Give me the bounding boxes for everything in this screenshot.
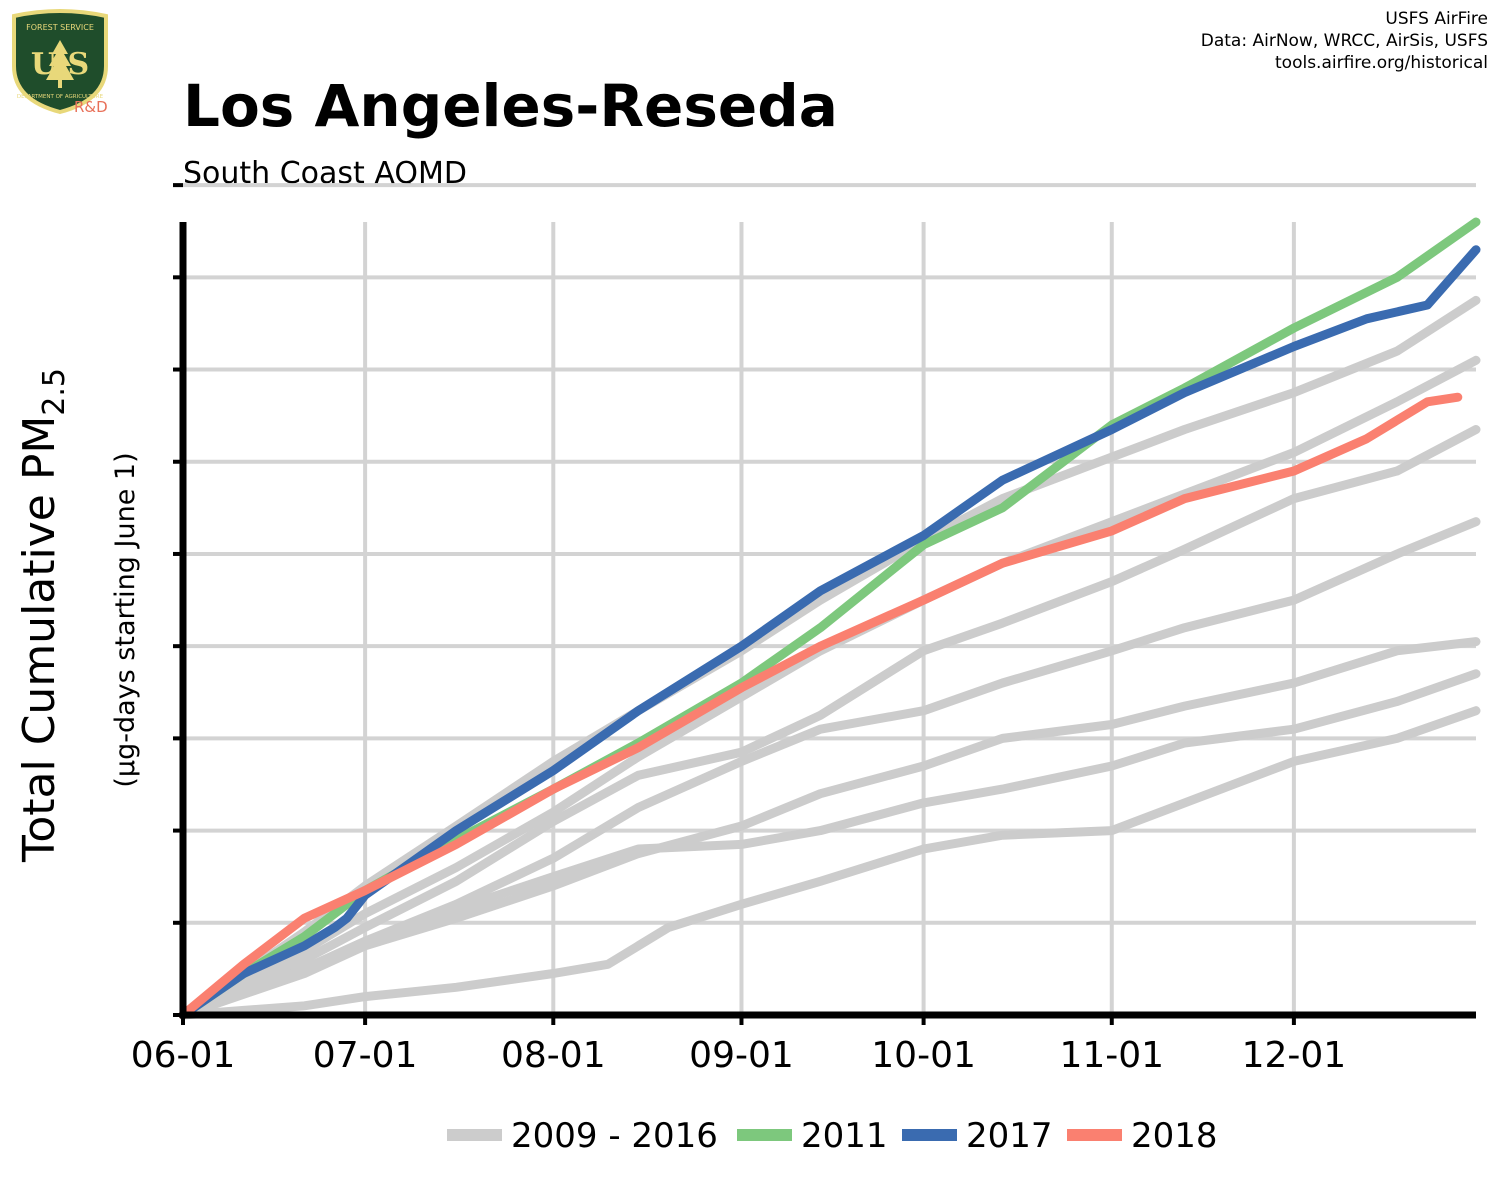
x-tick-label: 06-01 [131, 1035, 236, 1076]
series-line-2009-2016 [178, 295, 1481, 1020]
series-line-2009-2016 [178, 637, 1481, 1020]
legend-label: 2018 [1131, 1116, 1218, 1156]
series-line-2018 [178, 392, 1463, 1020]
x-axis-ticks: 06-01 07-01 08-01 09-01 10-01 11-01 12-01 [131, 1015, 1346, 1076]
series-line-2009-2016 [178, 425, 1481, 1020]
x-tick-label: 07-01 [313, 1035, 418, 1076]
chart-title: Los Angeles-Reseda [183, 72, 838, 140]
x-tick-label: 11-01 [1059, 1035, 1164, 1076]
rd-tag: R&D [74, 98, 108, 116]
y-axis-label-subscript: 2.5 [37, 368, 72, 416]
legend: 2009 - 2016 2011 2017 2018 [447, 1116, 1218, 1156]
axes [173, 183, 1476, 1019]
y-axis-label: Total Cumulative PM2.5 (µg-days starting… [14, 368, 141, 863]
x-tick-label: 08-01 [501, 1035, 606, 1076]
x-tick-label: 09-01 [689, 1035, 794, 1076]
legend-label: 2011 [801, 1116, 888, 1156]
y-axis-label-text: Total Cumulative PM [14, 416, 65, 863]
credits: USFS AirFire Data: AirNow, WRCC, AirSis,… [1201, 8, 1488, 74]
credit-line: tools.airfire.org/historical [1275, 53, 1488, 73]
y-axis-label-secondary: (µg-days starting June 1) [110, 452, 141, 787]
series-line-2011 [178, 217, 1481, 1020]
grid [183, 183, 1476, 1015]
x-tick-label: 10-01 [871, 1035, 976, 1076]
x-tick-label: 12-01 [1242, 1035, 1347, 1076]
tree-icon [46, 40, 74, 88]
usfs-logo: FOREST SERVICE U S DEPARTMENT OF AGRICUL… [8, 8, 112, 118]
logo-bottom-text: DEPARTMENT OF AGRICULTURE [17, 94, 104, 100]
logo-top-text: FOREST SERVICE [26, 23, 94, 32]
series-layer [178, 217, 1481, 1020]
series-line-2009-2016 [178, 706, 1481, 1020]
credit-line: USFS AirFire [1385, 9, 1488, 29]
legend-label: 2009 - 2016 [511, 1116, 718, 1156]
series-line-2009-2016 [178, 669, 1481, 1020]
series-line-2017 [178, 245, 1481, 1020]
y-axis-label-main: Total Cumulative PM2.5 [14, 368, 72, 863]
legend-label: 2017 [966, 1116, 1053, 1156]
credit-line: Data: AirNow, WRCC, AirSis, USFS [1200, 31, 1488, 51]
